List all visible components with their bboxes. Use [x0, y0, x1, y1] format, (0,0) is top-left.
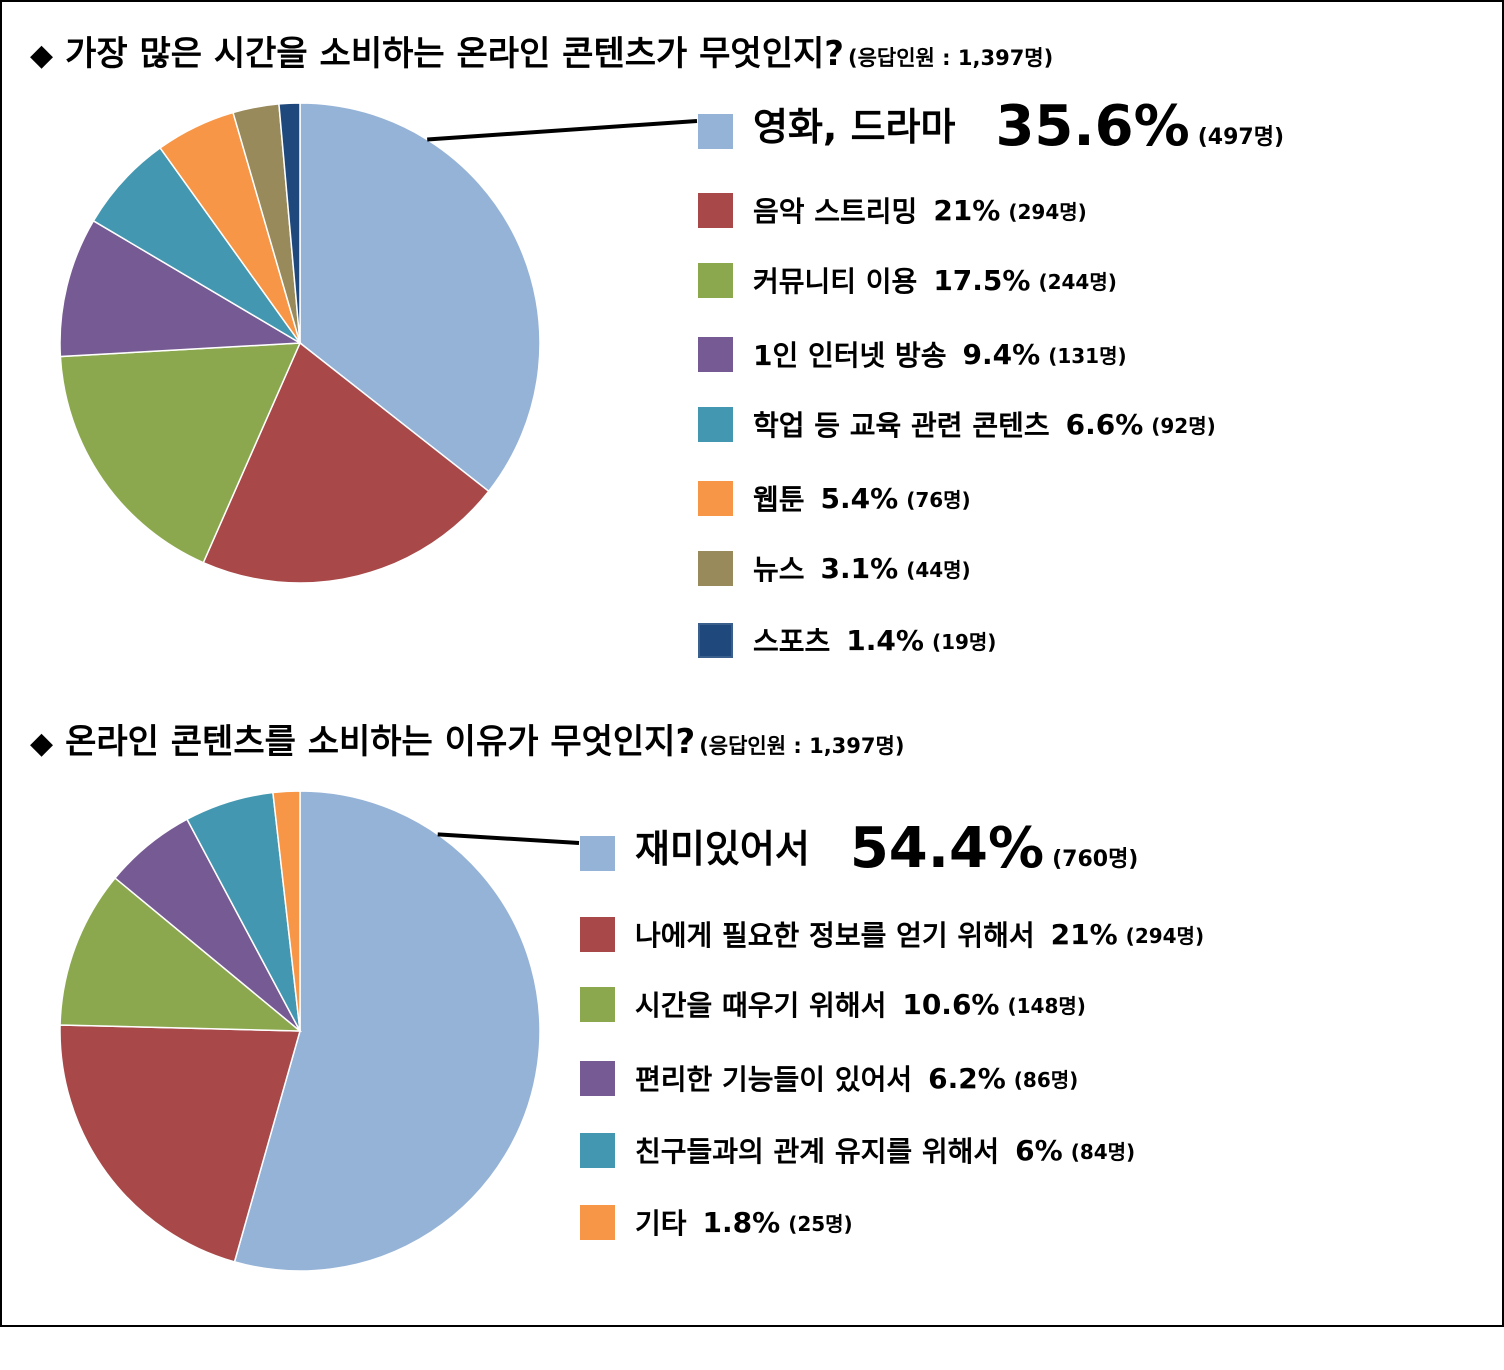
legend-count: (294명)	[1008, 199, 1087, 224]
legend-item: 음악 스트리밍 21% (294명)	[698, 190, 1087, 230]
legend-item: 뉴스 3.1% (44명)	[698, 548, 971, 588]
chart2-subtitle: (응답인원 : 1,397명)	[699, 734, 905, 758]
legend-count: (25명)	[788, 1211, 853, 1236]
pie-slice-8	[278, 102, 301, 344]
legend-label: 커뮤니티 이용	[753, 265, 918, 298]
diamond-bullet-icon: ◆	[30, 726, 54, 761]
leader-line	[437, 832, 580, 845]
legend-swatch	[698, 622, 733, 658]
legend-percent: 6%	[1015, 1133, 1063, 1167]
legend-percent: 54.4%	[849, 816, 1045, 881]
pie-slice-3	[59, 342, 302, 564]
legend-item: 친구들과의 관계 유지를 위해서 6% (84명)	[580, 1130, 1135, 1170]
legend-percent: 9.4%	[962, 337, 1041, 371]
legend-percent: 3.1%	[820, 551, 899, 585]
legend-count: (76명)	[906, 487, 971, 512]
chart2-title-text: 온라인 콘텐츠를 소비하는 이유가 무엇인지?	[65, 722, 696, 762]
legend-item: 편리한 기능들이 있어서 6.2% (86명)	[580, 1058, 1078, 1098]
legend-swatch	[580, 836, 615, 871]
legend-swatch	[698, 114, 733, 149]
legend-percent: 6.6%	[1065, 407, 1144, 441]
legend-percent: 21%	[1050, 917, 1118, 951]
chart1-pie	[59, 102, 698, 584]
legend-count: (760명)	[1052, 847, 1139, 872]
legend-label: 기타	[635, 1207, 687, 1240]
legend-percent: 10.6%	[902, 987, 1000, 1021]
legend-label: 학업 등 교육 관련 콘텐츠	[753, 409, 1050, 442]
legend-item: 재미있어서 54.4% (760명)	[580, 818, 1138, 877]
legend-count: (148명)	[1007, 993, 1086, 1018]
legend-count: (86명)	[1013, 1067, 1079, 1092]
legend-swatch	[698, 406, 733, 442]
pie-slice-2	[59, 1024, 301, 1263]
legend-count: (92명)	[1151, 413, 1216, 438]
pie-slice-2	[202, 341, 490, 584]
legend-label: 재미있어서	[635, 827, 810, 871]
legend-swatch	[698, 262, 733, 298]
legend-swatch	[698, 550, 733, 586]
legend-swatch	[580, 916, 615, 952]
legend-percent: 1.4%	[846, 623, 924, 657]
legend-item: 스포츠 1.4% (19명)	[698, 620, 996, 660]
legend-swatch	[580, 1132, 615, 1168]
legend-swatch	[580, 1060, 615, 1096]
legend-item: 기타 1.8% (25명)	[580, 1202, 853, 1242]
legend-label: 1인 인터넷 방송	[753, 339, 947, 372]
pie-slice-3	[59, 876, 303, 1032]
chart1-title-text: 가장 많은 시간을 소비하는 온라인 콘텐츠가 무엇인지?	[65, 34, 844, 74]
legend-count: (44명)	[906, 557, 971, 582]
legend-label: 편리한 기능들이 있어서	[635, 1063, 913, 1096]
diamond-bullet-icon: ◆	[30, 38, 54, 73]
pie-slice-1	[233, 790, 541, 1272]
legend-item: 학업 등 교육 관련 콘텐츠 6.6% (92명)	[698, 404, 1216, 444]
legend-swatch	[698, 336, 733, 372]
legend-item: 웹툰 5.4% (76명)	[698, 478, 971, 518]
chart2-pie	[59, 790, 580, 1272]
chart1-subtitle: (응답인원 : 1,397명)	[847, 46, 1054, 70]
legend-percent: 1.8%	[702, 1205, 781, 1239]
legend-swatch	[580, 1204, 615, 1240]
legend-count: (131명)	[1048, 343, 1127, 368]
legend-count: (294명)	[1125, 923, 1205, 948]
legend-percent: 17.5%	[933, 263, 1031, 297]
figure-frame	[0, 0, 1504, 1327]
legend-swatch	[580, 986, 615, 1022]
legend-percent: 6.2%	[928, 1061, 1006, 1095]
legend-label: 스포츠	[753, 625, 831, 658]
legend-label: 음악 스트리밍	[753, 195, 918, 228]
legend-label: 웹툰	[753, 483, 805, 516]
legend-label: 뉴스	[753, 553, 805, 586]
legend-count: (84명)	[1070, 1139, 1136, 1164]
legend-count: (19명)	[931, 629, 997, 654]
legend-label: 영화, 드라마	[753, 105, 956, 149]
leader-line	[427, 119, 698, 142]
legend-item: 나에게 필요한 정보를 얻기 위해서 21% (294명)	[580, 914, 1204, 954]
legend-item: 시간을 때우기 위해서 10.6% (148명)	[580, 984, 1086, 1024]
legend-count: (497명)	[1197, 125, 1285, 150]
legend-label: 친구들과의 관계 유지를 위해서	[635, 1135, 1000, 1168]
legend-label: 나에게 필요한 정보를 얻기 위해서	[635, 919, 1035, 952]
chart2-title: ◆ 온라인 콘텐츠를 소비하는 이유가 무엇인지? (응답인원 : 1,397명)	[30, 714, 904, 763]
legend-swatch	[698, 480, 733, 516]
pie-slice-6	[272, 790, 301, 1032]
legend-count: (244명)	[1038, 269, 1117, 294]
legend-percent: 5.4%	[820, 481, 899, 515]
legend-label: 시간을 때우기 위해서	[635, 989, 887, 1022]
legend-swatch	[698, 192, 733, 228]
pie-slice-1	[299, 102, 541, 493]
legend-percent: 21%	[933, 193, 1001, 227]
pie-slice-4	[59, 219, 303, 358]
legend-item: 영화, 드라마 35.6% (497명)	[698, 96, 1284, 155]
legend-item: 1인 인터넷 방송 9.4% (131명)	[698, 334, 1127, 374]
legend-percent: 35.6%	[995, 94, 1190, 159]
legend-item: 커뮤니티 이용 17.5% (244명)	[698, 260, 1117, 300]
chart1-title: ◆ 가장 많은 시간을 소비하는 온라인 콘텐츠가 무엇인지? (응답인원 : 1,…	[30, 26, 1053, 75]
